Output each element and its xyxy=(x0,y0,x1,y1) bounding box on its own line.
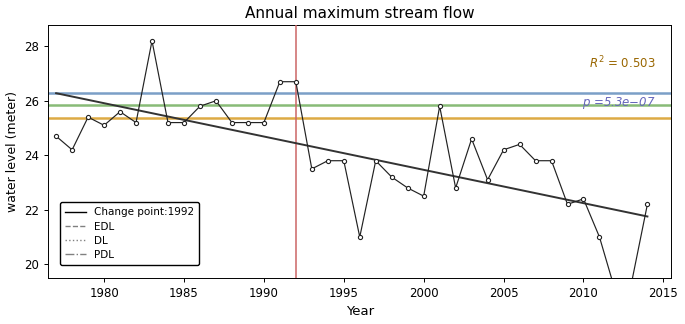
Y-axis label: water level (meter): water level (meter) xyxy=(5,91,18,212)
Title: Annual maximum stream flow: Annual maximum stream flow xyxy=(245,6,475,20)
Text: $p$ =5.3e−07: $p$ =5.3e−07 xyxy=(582,96,656,111)
X-axis label: Year: Year xyxy=(346,306,374,318)
Text: $R^2$ = 0.503: $R^2$ = 0.503 xyxy=(589,55,656,72)
Legend: Change point:1992, EDL, DL, PDL: Change point:1992, EDL, DL, PDL xyxy=(60,202,199,265)
